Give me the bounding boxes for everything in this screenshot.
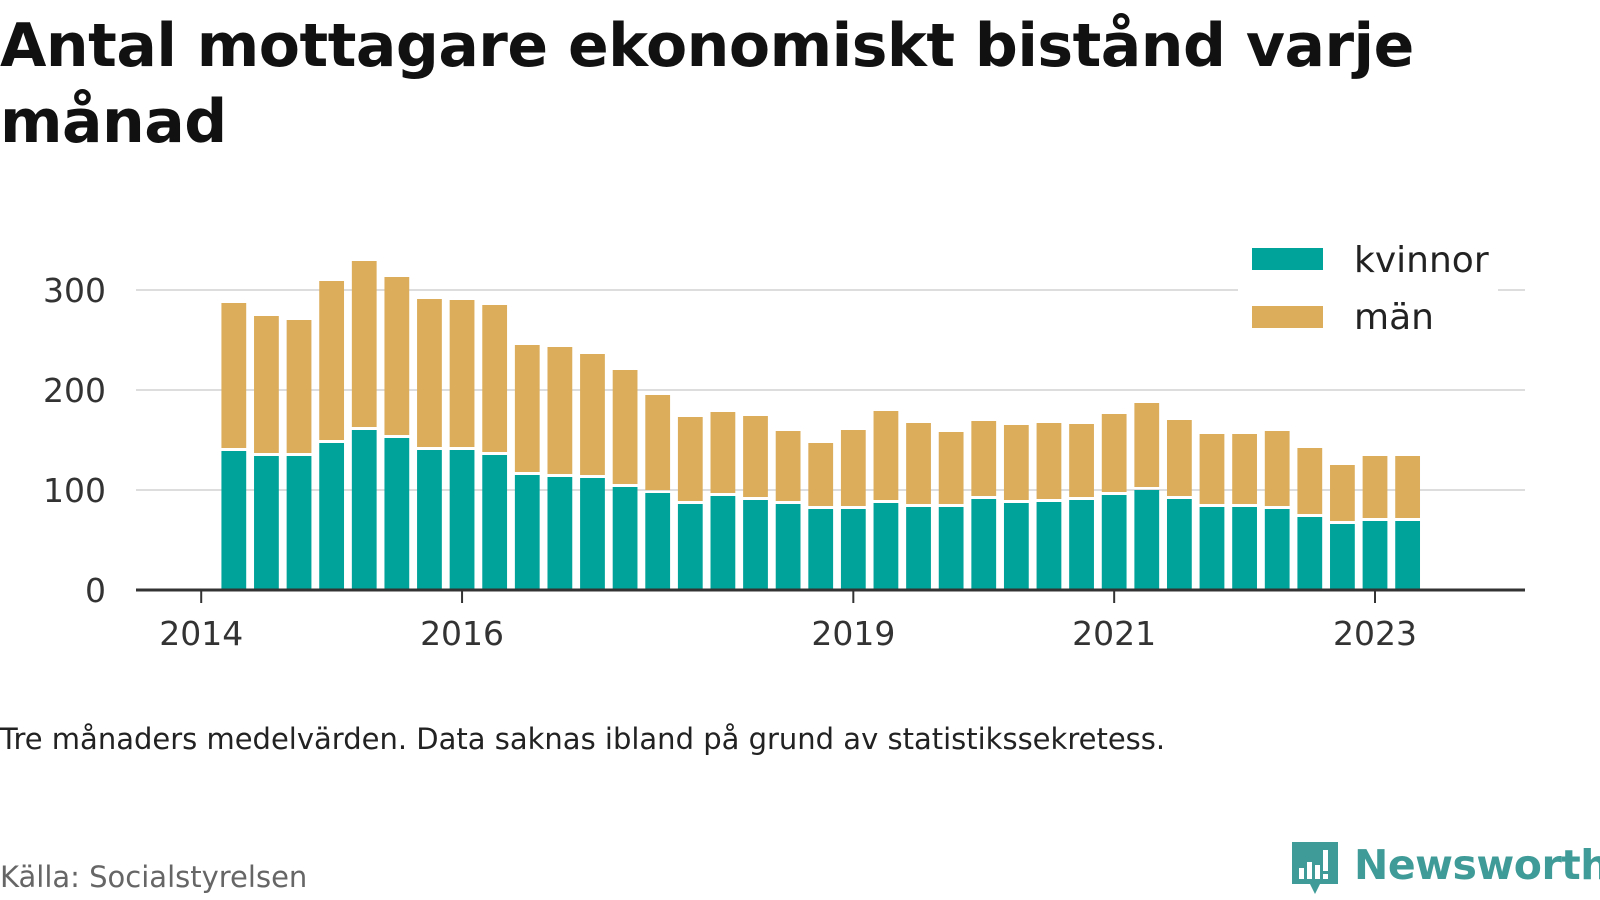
bar-kvinnor-30 <box>1199 507 1225 590</box>
bar-kvinnor-8 <box>482 455 508 590</box>
bar-mn-15 <box>710 412 736 493</box>
bar-kvinnor-34 <box>1330 524 1355 590</box>
bar-kvinnor-17 <box>775 504 801 590</box>
y-tick-label-100: 100 <box>43 471 106 510</box>
bar-kvinnor-31 <box>1232 507 1257 590</box>
bar-kvinnor-23 <box>971 499 997 590</box>
x-axis <box>136 588 1525 603</box>
bar-mn-19 <box>840 430 866 506</box>
x-tick-label-2014: 2014 <box>159 614 243 653</box>
legend-label-man: män <box>1354 297 1434 338</box>
brand-name: Newsworthy <box>1354 841 1600 889</box>
bar-mn-2 <box>286 320 312 453</box>
bar-kvinnor-22 <box>938 507 964 590</box>
x-tick-label-2016: 2016 <box>420 614 504 653</box>
bar-mn-33 <box>1297 448 1323 514</box>
bar-kvinnor-9 <box>514 475 540 590</box>
newsworthy-logo-icon <box>1292 842 1338 894</box>
bars <box>221 261 1421 590</box>
bar-mn-16 <box>743 416 768 497</box>
bar-mn-10 <box>547 347 573 474</box>
bar-mn-35 <box>1362 456 1388 518</box>
bar-kvinnor-28 <box>1134 490 1160 590</box>
x-tick-labels: 2014 2016 2019 2021 2023 <box>159 614 1417 653</box>
bar-mn-0 <box>221 303 247 448</box>
bar-mn-27 <box>1101 414 1127 492</box>
bar-kvinnor-36 <box>1395 521 1421 590</box>
bar-kvinnor-33 <box>1297 517 1323 590</box>
y-tick-label-0: 0 <box>85 571 106 610</box>
bar-mn-34 <box>1330 465 1355 521</box>
bar-mn-20 <box>873 411 899 500</box>
bar-kvinnor-16 <box>743 500 768 590</box>
bar-kvinnor-0 <box>221 451 247 590</box>
bar-kvinnor-19 <box>840 509 866 590</box>
bar-mn-29 <box>1166 420 1192 496</box>
bar-mn-31 <box>1232 434 1257 504</box>
bar-kvinnor-7 <box>449 450 475 590</box>
x-tick-label-2021: 2021 <box>1072 614 1156 653</box>
legend-swatch-man <box>1252 306 1323 328</box>
legend-label-kvinnor: kvinnor <box>1354 240 1489 281</box>
x-tick-label-2023: 2023 <box>1333 614 1417 653</box>
bar-kvinnor-20 <box>873 503 899 590</box>
bar-kvinnor-15 <box>710 496 736 590</box>
bar-mn-11 <box>580 354 605 475</box>
bar-kvinnor-32 <box>1264 509 1290 590</box>
bar-mn-36 <box>1395 456 1421 518</box>
legend: kvinnor män <box>1238 232 1498 344</box>
legend-swatch-kvinnor <box>1252 248 1323 270</box>
bar-mn-14 <box>677 417 703 501</box>
bar-mn-5 <box>384 277 410 435</box>
y-tick-label-300: 300 <box>43 271 106 310</box>
bar-mn-4 <box>351 261 377 427</box>
y-tick-label-200: 200 <box>43 371 106 410</box>
bar-kvinnor-14 <box>677 504 703 590</box>
bar-kvinnor-27 <box>1101 495 1127 590</box>
bar-kvinnor-24 <box>1003 503 1029 590</box>
bar-kvinnor-18 <box>808 509 834 590</box>
bar-mn-9 <box>514 345 540 472</box>
bar-kvinnor-21 <box>906 507 931 590</box>
bar-mn-3 <box>319 281 345 440</box>
bar-kvinnor-11 <box>580 478 605 590</box>
x-tick-label-2019: 2019 <box>811 614 895 653</box>
bar-kvinnor-25 <box>1036 502 1062 590</box>
bar-kvinnor-5 <box>384 438 410 590</box>
bar-kvinnor-12 <box>612 487 638 590</box>
bar-mn-28 <box>1134 403 1160 487</box>
bar-mn-24 <box>1003 425 1029 500</box>
bar-kvinnor-29 <box>1166 499 1192 590</box>
bar-kvinnor-35 <box>1362 521 1388 590</box>
bar-kvinnor-6 <box>417 450 442 590</box>
bar-mn-30 <box>1199 434 1225 504</box>
bar-kvinnor-26 <box>1069 500 1094 590</box>
bar-mn-25 <box>1036 423 1062 499</box>
bar-mn-12 <box>612 370 638 484</box>
chart-title: Antal mottagare ekonomiskt bistånd varje… <box>0 11 1414 157</box>
bar-kvinnor-2 <box>286 456 312 590</box>
bar-mn-13 <box>645 395 671 490</box>
bar-mn-6 <box>417 299 442 447</box>
bar-kvinnor-10 <box>547 477 573 590</box>
bar-mn-22 <box>938 432 964 504</box>
bar-mn-17 <box>775 431 801 501</box>
bar-kvinnor-3 <box>319 443 345 590</box>
chart-note: Tre månaders medelvärden. Data saknas ib… <box>0 722 1166 756</box>
bar-mn-7 <box>449 300 475 447</box>
bar-mn-23 <box>971 421 997 496</box>
bar-kvinnor-13 <box>645 493 671 590</box>
bar-mn-26 <box>1069 424 1094 497</box>
brand-logo: Newsworthy <box>1290 840 1600 900</box>
bar-mn-18 <box>808 443 834 506</box>
y-tick-labels: 0 100 200 300 <box>43 271 106 610</box>
bar-mn-1 <box>254 316 279 453</box>
bar-mn-8 <box>482 305 508 452</box>
bar-kvinnor-4 <box>351 430 377 590</box>
bar-mn-21 <box>906 423 931 504</box>
bar-kvinnor-1 <box>254 456 279 590</box>
source-label: Källa: Socialstyrelsen <box>0 860 308 894</box>
bar-mn-32 <box>1264 431 1290 506</box>
